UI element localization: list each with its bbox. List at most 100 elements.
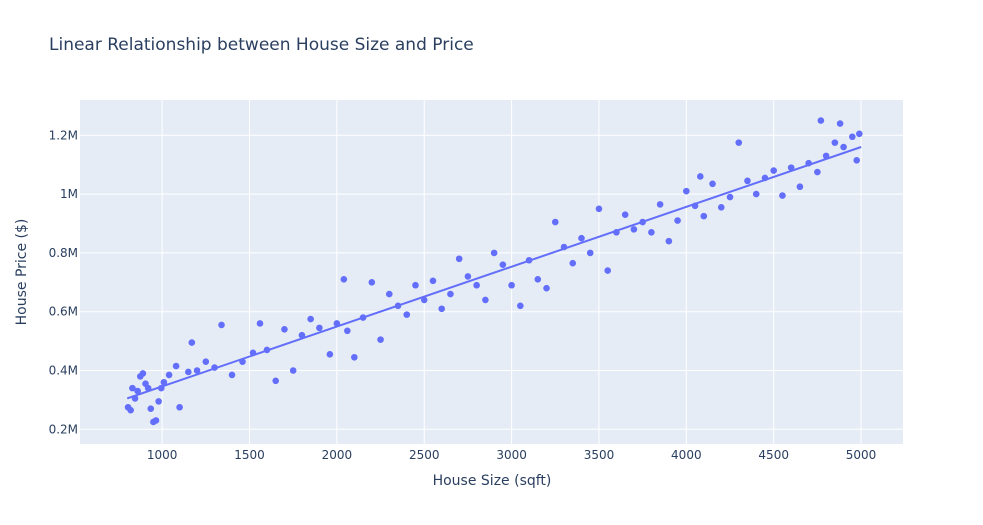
data-point bbox=[412, 281, 419, 289]
chart-title: Linear Relationship between House Size a… bbox=[49, 35, 474, 55]
data-point bbox=[621, 211, 629, 218]
data-point bbox=[717, 204, 725, 211]
x-tick-label: 3500 bbox=[584, 448, 615, 462]
data-point bbox=[630, 226, 638, 233]
x-tick-label: 4500 bbox=[758, 448, 789, 462]
data-point bbox=[281, 326, 288, 333]
tick-labels: 1000 1500 2000 2500 3000 3500 4000 4500 5000 0.2M… bbox=[49, 128, 877, 462]
data-point bbox=[438, 305, 446, 313]
data-point bbox=[188, 339, 196, 346]
data-point bbox=[165, 371, 173, 379]
data-point bbox=[787, 164, 795, 171]
data-point bbox=[831, 139, 839, 146]
data-point bbox=[447, 290, 454, 298]
y-tick-label: 0.6M bbox=[49, 305, 78, 319]
data-point bbox=[289, 367, 297, 374]
data-point bbox=[139, 370, 147, 377]
data-point bbox=[534, 276, 542, 283]
data-point bbox=[508, 281, 515, 289]
data-point bbox=[172, 362, 180, 370]
data-point bbox=[344, 327, 351, 335]
data-point bbox=[735, 139, 743, 146]
data-point bbox=[683, 187, 690, 195]
data-point bbox=[152, 417, 160, 424]
x-tick-label: 2500 bbox=[409, 448, 440, 462]
data-point bbox=[849, 133, 856, 141]
data-point bbox=[604, 267, 611, 274]
data-point bbox=[298, 331, 306, 339]
data-point bbox=[127, 406, 134, 414]
y-tick-label: 0.2M bbox=[49, 422, 78, 436]
data-point bbox=[499, 261, 507, 268]
data-point bbox=[193, 367, 201, 374]
data-point bbox=[840, 143, 847, 151]
grid-lines bbox=[80, 100, 903, 444]
trend-line bbox=[126, 146, 862, 400]
x-tick-label: 2000 bbox=[322, 448, 353, 462]
data-point bbox=[340, 276, 348, 283]
data-point bbox=[316, 324, 323, 332]
data-point bbox=[770, 167, 777, 174]
data-point bbox=[377, 336, 384, 343]
data-point bbox=[726, 193, 734, 201]
data-point bbox=[473, 281, 480, 289]
data-point bbox=[543, 284, 550, 292]
data-point bbox=[420, 296, 428, 304]
data-point bbox=[779, 192, 786, 199]
y-axis-title: House Price ($) bbox=[14, 219, 30, 326]
data-point bbox=[700, 212, 708, 220]
data-point bbox=[351, 353, 358, 361]
y-tick-label: 0.4M bbox=[49, 363, 78, 377]
x-tick-label: 3000 bbox=[496, 448, 527, 462]
data-point bbox=[796, 183, 804, 191]
data-point bbox=[464, 273, 472, 280]
data-point bbox=[368, 278, 376, 286]
data-point bbox=[160, 378, 168, 386]
data-point bbox=[817, 117, 825, 124]
data-point bbox=[569, 259, 577, 267]
data-point bbox=[185, 368, 192, 376]
data-point bbox=[256, 320, 264, 327]
x-axis-title: House Size (sqft) bbox=[433, 473, 552, 489]
data-point bbox=[134, 387, 141, 395]
data-point bbox=[674, 217, 681, 224]
y-tick-label: 1M bbox=[60, 187, 78, 201]
x-tick-label: 1000 bbox=[147, 448, 178, 462]
x-tick-label: 1500 bbox=[234, 448, 265, 462]
data-point bbox=[578, 234, 585, 242]
y-tick-label: 1.2M bbox=[49, 128, 78, 142]
data-point bbox=[272, 377, 280, 385]
data-point bbox=[155, 398, 162, 405]
data-point bbox=[853, 156, 860, 164]
data-point bbox=[455, 255, 463, 263]
data-point bbox=[385, 290, 393, 298]
data-point bbox=[709, 180, 716, 188]
data-point bbox=[697, 173, 704, 180]
data-point bbox=[665, 237, 673, 245]
data-point bbox=[595, 205, 603, 213]
data-point bbox=[129, 384, 136, 392]
data-point bbox=[147, 405, 155, 413]
data-point bbox=[176, 403, 183, 411]
data-point bbox=[814, 168, 821, 176]
trend-line-layer bbox=[126, 146, 862, 400]
data-point bbox=[403, 311, 411, 318]
data-point bbox=[429, 277, 437, 285]
data-point bbox=[586, 249, 594, 257]
data-point bbox=[856, 130, 863, 138]
data-point bbox=[744, 177, 751, 185]
x-tick-label: 4000 bbox=[671, 448, 702, 462]
data-point bbox=[307, 315, 314, 323]
data-point bbox=[202, 358, 210, 365]
data-point bbox=[228, 371, 236, 379]
data-point bbox=[326, 351, 334, 358]
data-point bbox=[752, 190, 760, 198]
data-point bbox=[836, 120, 844, 127]
data-point bbox=[551, 218, 559, 226]
plot-area bbox=[80, 100, 903, 444]
data-point bbox=[482, 296, 489, 304]
data-point bbox=[490, 249, 498, 257]
data-point bbox=[218, 321, 225, 329]
